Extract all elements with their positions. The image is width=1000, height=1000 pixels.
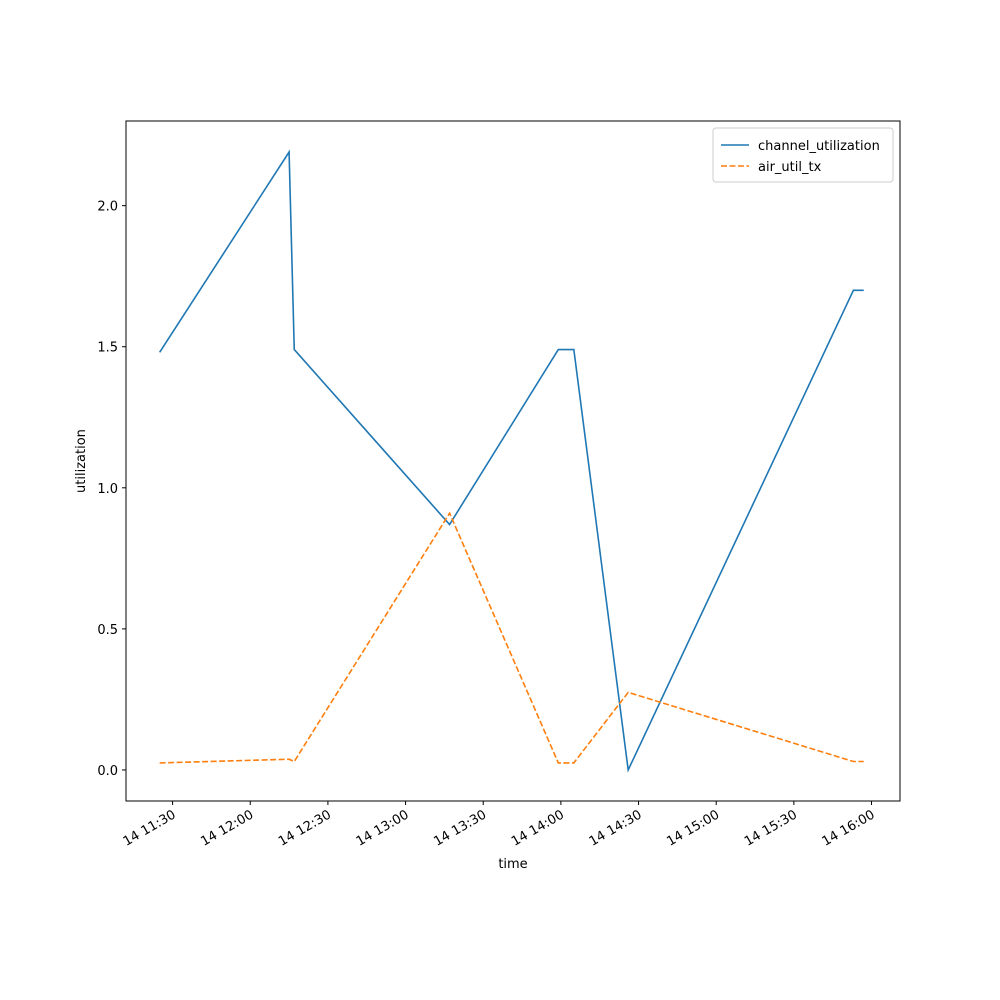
y-axis-label: utilization <box>74 429 89 493</box>
data-line <box>159 511 864 764</box>
data-line <box>158 149 864 773</box>
y-tick-label: 0.0 <box>97 764 118 779</box>
y-tick-label: 1.5 <box>97 341 118 356</box>
legend-label: channel_utilization <box>758 139 880 154</box>
x-axis-label: time <box>498 857 527 872</box>
y-tick-label: 2.0 <box>97 200 118 215</box>
y-tick-label: 1.0 <box>97 482 118 497</box>
y-tick-label: 0.5 <box>97 623 118 638</box>
legend-box <box>712 127 894 183</box>
legend-label: air_util_tx <box>758 160 822 175</box>
plot-frame <box>125 120 901 802</box>
